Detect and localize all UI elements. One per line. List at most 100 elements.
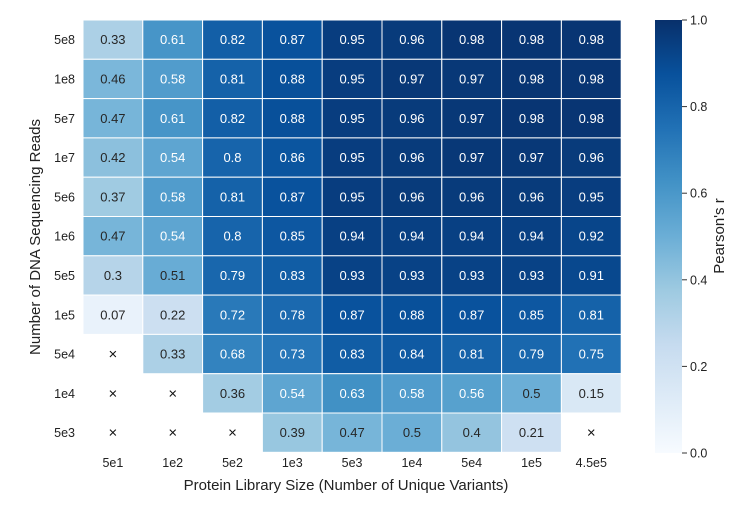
heatmap-cell <box>142 19 204 60</box>
cell-value-label: 0.36 <box>220 386 245 401</box>
cell-value-label: 0.96 <box>399 150 424 165</box>
cell-value-label: 0.87 <box>280 189 305 204</box>
cell-value-label: 0.5 <box>522 386 540 401</box>
y-axis-ticks: 5e8 1e8 5e7 1e7 5e6 1e6 5e5 1e5 5e4 1e4 5e3 <box>54 33 75 440</box>
heatmap-cell <box>321 255 383 296</box>
x-tick-label: 1e4 <box>401 456 422 470</box>
cell-value-label: 0.68 <box>220 347 245 362</box>
cell-value-label: 0.39 <box>280 425 305 440</box>
cell-value-label: 0.56 <box>459 386 484 401</box>
heatmap-cell <box>321 333 383 375</box>
cell-value-label: 0.15 <box>579 386 604 401</box>
heatmap-cell <box>202 333 263 375</box>
heatmap-cells <box>82 19 622 453</box>
cell-value-label: 0.58 <box>399 386 424 401</box>
cell-value-label: 0.78 <box>280 307 305 322</box>
cell-value-label: 0.87 <box>459 307 484 322</box>
cell-value-label: 0.83 <box>280 268 305 283</box>
heatmap-cell <box>381 19 443 60</box>
cell-value-label: 0.83 <box>339 347 364 362</box>
cell-value-label: 0.58 <box>160 189 185 204</box>
heatmap-cell <box>142 255 204 296</box>
cell-value-label: 0.95 <box>339 189 364 204</box>
cell-value-label: 0.98 <box>579 111 604 126</box>
y-tick-label: 5e3 <box>54 426 75 440</box>
y-tick-label: 5e6 <box>54 190 75 204</box>
y-tick-label: 5e8 <box>54 33 75 47</box>
x-tick-label: 5e2 <box>222 456 243 470</box>
heatmap-cell <box>381 294 443 335</box>
cell-value-label: 0.33 <box>160 347 185 362</box>
cell-value-label: 0.81 <box>220 189 245 204</box>
cell-value-label: 0.94 <box>459 229 484 244</box>
heatmap-cell <box>321 412 383 453</box>
heatmap-cell <box>261 333 323 375</box>
cell-value-label: 0.86 <box>280 150 305 165</box>
heatmap-cell <box>560 98 622 139</box>
cell-value-label: 0.88 <box>399 307 424 322</box>
heatmap-cell <box>321 58 383 100</box>
heatmap-cell <box>321 294 383 335</box>
y-tick-label: 1e5 <box>54 308 75 322</box>
cell-value-label: 0.73 <box>280 347 305 362</box>
heatmap-cell <box>321 373 383 414</box>
cell-value-label: 0.98 <box>579 32 604 47</box>
colorbar-tick-label: 0.0 <box>690 447 707 461</box>
cell-value-label: 0.72 <box>220 307 245 322</box>
colorbar <box>655 20 682 453</box>
cell-value-label: 0.98 <box>519 111 544 126</box>
heatmap-cell <box>202 19 263 60</box>
cell-value-label: 0.8 <box>223 229 241 244</box>
cell-value-label: 0.82 <box>220 111 245 126</box>
heatmap-cell <box>560 333 622 375</box>
heatmap-cell <box>441 176 503 217</box>
heatmap-cell <box>501 58 562 100</box>
cell-value-label: 0.94 <box>519 229 544 244</box>
cell-value-label: 0.97 <box>459 111 484 126</box>
heatmap-cell <box>202 98 263 139</box>
x-tick-label: 5e3 <box>342 456 363 470</box>
heatmap-cell <box>261 294 323 335</box>
missing-cell-marker: × <box>109 346 118 363</box>
heatmap-cell <box>202 216 263 257</box>
cell-value-label: 0.96 <box>399 32 424 47</box>
missing-cell-marker: × <box>587 425 596 442</box>
cell-value-label: 0.96 <box>459 189 484 204</box>
cell-value-label: 0.95 <box>339 111 364 126</box>
cell-value-label: 0.5 <box>403 425 421 440</box>
cell-value-label: 0.97 <box>399 71 424 86</box>
colorbar-tick-label: 0.6 <box>690 187 707 201</box>
y-tick-label: 5e5 <box>54 269 75 283</box>
heatmap-cell-labels: 0.33 0.61 0.82 0.87 0.95 0.96 0.98 0.98 0.98 0.46… <box>100 32 604 442</box>
heatmap-cell <box>202 294 263 335</box>
heatmap-cell <box>142 98 204 139</box>
heatmap-cell <box>441 58 503 100</box>
cell-value-label: 0.54 <box>160 150 185 165</box>
cell-value-label: 0.91 <box>579 268 604 283</box>
missing-cell-marker: × <box>168 385 177 402</box>
cell-value-label: 0.54 <box>160 229 185 244</box>
heatmap-cell <box>381 373 443 414</box>
heatmap-cell <box>441 412 503 453</box>
x-tick-label: 1e5 <box>521 456 542 470</box>
heatmap-cell <box>560 137 622 178</box>
cell-value-label: 0.79 <box>519 347 544 362</box>
cell-value-label: 0.98 <box>579 71 604 86</box>
heatmap-cell <box>560 294 622 335</box>
cell-value-label: 0.85 <box>519 307 544 322</box>
heatmap-cell <box>82 98 144 139</box>
cell-value-label: 0.63 <box>339 386 364 401</box>
heatmap-cell <box>142 216 204 257</box>
cell-value-label: 0.51 <box>160 268 185 283</box>
heatmap-cell <box>441 373 503 414</box>
heatmap-cell <box>441 333 503 375</box>
heatmap-cell <box>202 58 263 100</box>
cell-value-label: 0.96 <box>579 150 604 165</box>
missing-cell-marker: × <box>168 425 177 442</box>
missing-cell-marker: × <box>228 425 237 442</box>
cell-value-label: 0.81 <box>579 307 604 322</box>
colorbar-tick-label: 0.4 <box>690 273 707 287</box>
cell-value-label: 0.97 <box>519 150 544 165</box>
heatmap-cell <box>82 216 144 257</box>
